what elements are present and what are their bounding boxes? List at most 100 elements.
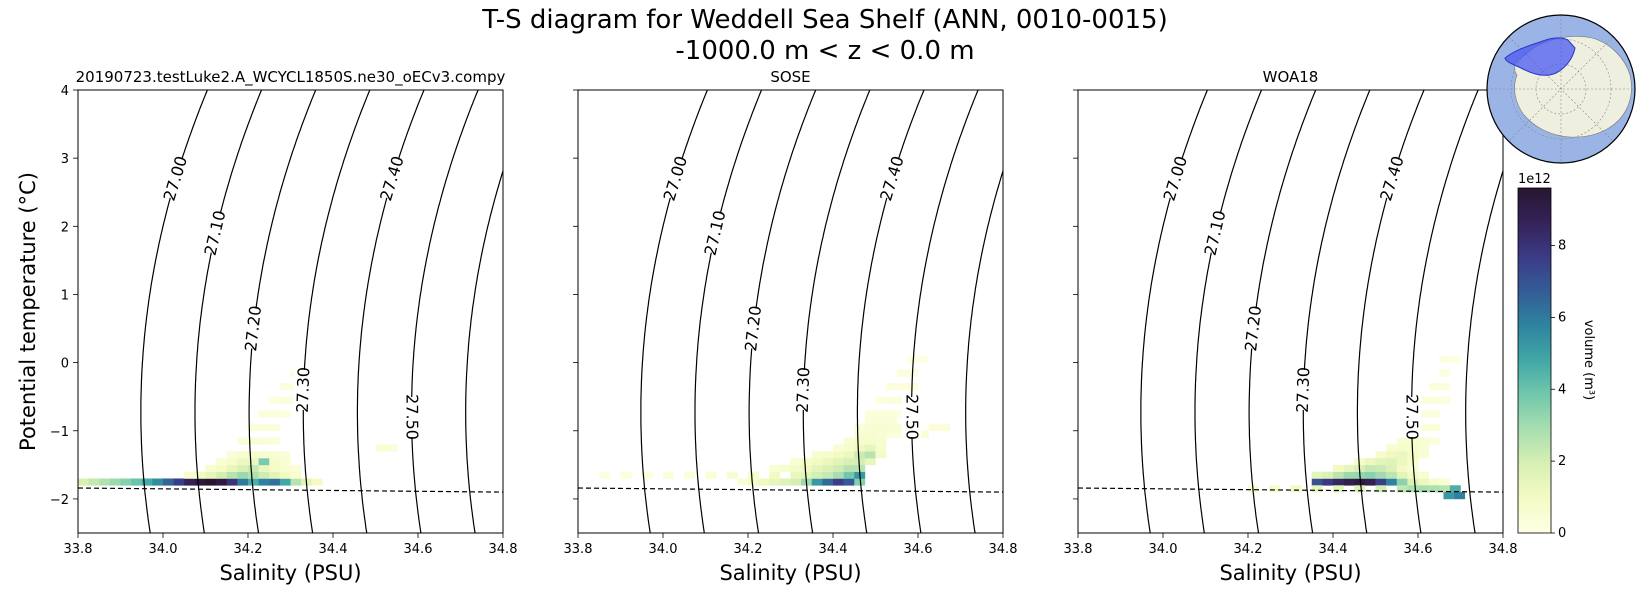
- heatmap-cell: [864, 437, 876, 445]
- heatmap-cell: [822, 471, 834, 479]
- heatmap-cell: [237, 451, 249, 459]
- heatmap-cell: [237, 458, 249, 466]
- heatmap-cell: [1396, 478, 1408, 486]
- x-tick-label: 34.4: [319, 542, 348, 557]
- heatmap-cell: [1375, 451, 1387, 459]
- heatmap-cell: [1269, 485, 1281, 493]
- heatmap-cell: [822, 451, 834, 459]
- heatmap-cell: [1364, 458, 1376, 466]
- y-tick-label: −1: [50, 425, 69, 440]
- heatmap-cell: [1396, 464, 1408, 472]
- freezing-line: [577, 487, 1004, 493]
- heatmap-cell: [864, 417, 876, 425]
- heatmap-cell: [1396, 485, 1408, 493]
- heatmap-cell: [864, 423, 876, 432]
- heatmap-cell: [1343, 464, 1355, 472]
- heatmap-cell: [194, 471, 206, 479]
- heatmap-cell: [269, 396, 281, 404]
- heatmap-cell: [1333, 478, 1344, 486]
- heatmap-cell: [886, 430, 898, 438]
- heatmap-cell: [258, 478, 270, 486]
- heatmap-cell: [248, 437, 259, 445]
- heatmap-cell: [88, 478, 100, 486]
- density-contour-line: [1356, 90, 1425, 533]
- y-tick-label: 0: [61, 357, 69, 372]
- contour-label-bg: [1160, 156, 1192, 201]
- heatmap-cell: [269, 458, 281, 466]
- heatmap-cell: [258, 410, 270, 418]
- heatmap-cell: [705, 471, 717, 479]
- heatmap-cell: [1439, 396, 1451, 404]
- heatmap-cell: [896, 383, 908, 391]
- x-axis-label: Salinity (PSU): [219, 561, 361, 585]
- x-axis-label: Salinity (PSU): [719, 561, 861, 585]
- heatmap-cell: [811, 458, 823, 466]
- y-tick-label: 1: [61, 288, 69, 303]
- heatmap-cell: [875, 451, 887, 459]
- heatmap-cell: [1443, 492, 1455, 500]
- density-contour-line: [640, 90, 709, 533]
- contour-label-bg: [292, 369, 315, 411]
- density-contour-line: [1628, 70, 1650, 554]
- heatmap-cell: [1439, 355, 1451, 363]
- heatmap-cell: [216, 464, 228, 472]
- density-contour-line: [411, 90, 479, 533]
- heatmap-cell: [864, 410, 876, 418]
- colorbar-label: volume (m³): [1581, 320, 1596, 400]
- heatmap-cell: [620, 471, 632, 479]
- heatmap-cell: [269, 471, 281, 479]
- heatmap-cell: [194, 478, 206, 486]
- heatmap-cell: [258, 451, 270, 459]
- heatmap-cell: [205, 464, 217, 472]
- heatmap-cell: [173, 478, 185, 486]
- colorbar-tick-label: 4: [1558, 382, 1566, 397]
- density-contour-line: [194, 90, 263, 533]
- heatmap-cell: [843, 464, 855, 472]
- colorbar: 0 2 4 6 8 1e12 volume (m³): [1517, 172, 1596, 541]
- density-contour-line: [1020, 70, 1095, 554]
- contour-label-bg: [401, 397, 422, 438]
- heatmap-cell: [1290, 485, 1302, 493]
- inset-border: [1486, 14, 1636, 164]
- density-contour-label: 27.50: [903, 394, 922, 440]
- heatmap-cell: [1428, 383, 1440, 391]
- heatmap-cell: [833, 451, 844, 459]
- heatmap-cell: [864, 430, 876, 438]
- plot-frame: [1077, 89, 1504, 534]
- x-tick-label: 34.2: [234, 542, 263, 557]
- density-contour-line: [628, 70, 703, 554]
- density-contour-label: 27.30: [793, 367, 814, 413]
- heatmap-cell: [248, 464, 259, 472]
- density-contours: [640, 70, 1095, 554]
- heatmap-cell: [290, 478, 302, 486]
- x-tick-label: 34.0: [649, 542, 678, 557]
- heatmap-cell: [163, 478, 174, 486]
- heatmap-cell: [1386, 444, 1398, 452]
- heatmap-cell: [226, 478, 238, 486]
- density-contour-line: [965, 168, 1003, 533]
- heatmap-cell: [290, 464, 302, 472]
- heatmap-cell: [1428, 485, 1440, 493]
- panel-title: SOSE: [770, 68, 810, 86]
- heatmap-cell: [1418, 478, 1429, 486]
- heatmap-cell: [258, 458, 270, 466]
- contour-label-bg: [241, 307, 266, 350]
- heatmap-cell: [918, 355, 929, 363]
- colorbar-gradient: [1517, 187, 1552, 534]
- density-contour-line: [694, 90, 763, 533]
- heatmap-cell: [1333, 485, 1344, 493]
- heatmap-cell: [279, 396, 291, 404]
- heatmap-cell: [769, 464, 781, 472]
- x-tick-label: 34.6: [1404, 542, 1433, 557]
- heatmap-cell: [833, 444, 844, 452]
- heatmap-cell: [1449, 485, 1461, 493]
- heatmap-cell: [833, 464, 844, 472]
- heatmap-cell: [811, 471, 823, 479]
- colorbar-scale-label: 1e12: [1518, 172, 1551, 187]
- heatmap-cell: [279, 458, 291, 466]
- contour-label-bg: [377, 156, 408, 201]
- heatmap-cell: [779, 478, 791, 486]
- heatmap-cell: [864, 458, 876, 466]
- heatmap-cell: [269, 451, 281, 459]
